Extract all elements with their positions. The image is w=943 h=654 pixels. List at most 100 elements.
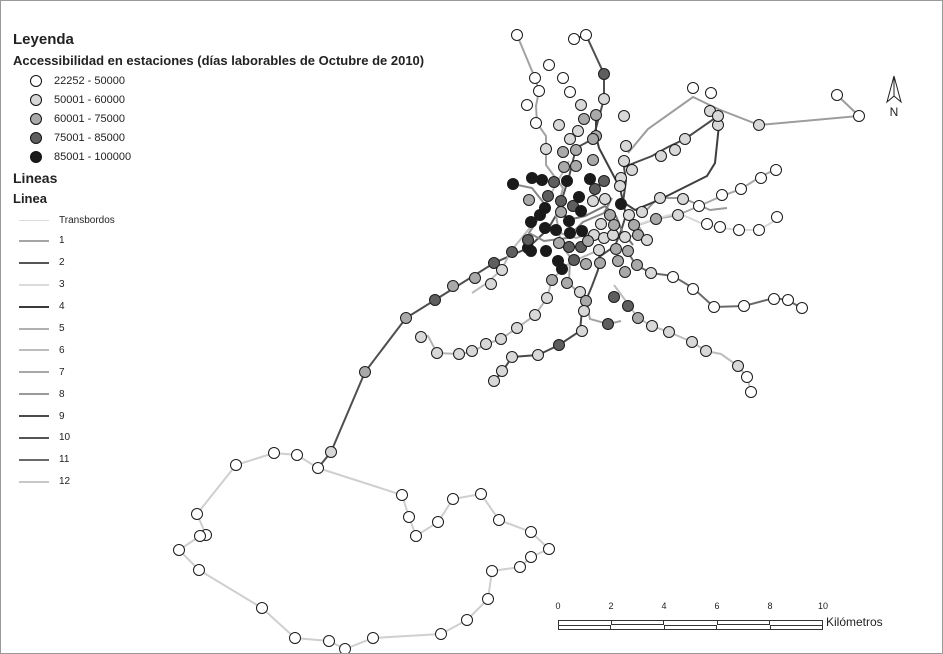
station-marker[interactable]: [598, 175, 610, 187]
station-marker[interactable]: [677, 193, 689, 205]
station-marker[interactable]: [614, 180, 626, 192]
station-marker[interactable]: [553, 119, 565, 131]
station-marker[interactable]: [480, 338, 492, 350]
station-marker[interactable]: [587, 133, 599, 145]
station-marker[interactable]: [574, 286, 586, 298]
station-marker[interactable]: [580, 29, 592, 41]
station-marker[interactable]: [578, 305, 590, 317]
station-marker[interactable]: [738, 300, 750, 312]
station-marker[interactable]: [193, 564, 205, 576]
station-marker[interactable]: [602, 318, 614, 330]
station-marker[interactable]: [753, 119, 765, 131]
station-marker[interactable]: [410, 530, 422, 542]
station-marker[interactable]: [506, 246, 518, 258]
station-marker[interactable]: [339, 643, 351, 654]
station-marker[interactable]: [539, 222, 551, 234]
station-marker[interactable]: [403, 511, 415, 523]
station-marker[interactable]: [529, 309, 541, 321]
station-marker[interactable]: [831, 89, 843, 101]
station-marker[interactable]: [496, 264, 508, 276]
station-marker[interactable]: [511, 29, 523, 41]
station-marker[interactable]: [447, 280, 459, 292]
station-marker[interactable]: [488, 375, 500, 387]
station-marker[interactable]: [539, 202, 551, 214]
station-marker[interactable]: [530, 117, 542, 129]
station-marker[interactable]: [488, 257, 500, 269]
station-marker[interactable]: [191, 508, 203, 520]
station-marker[interactable]: [622, 245, 634, 257]
station-marker[interactable]: [563, 215, 575, 227]
station-marker[interactable]: [687, 283, 699, 295]
station-marker[interactable]: [521, 99, 533, 111]
station-marker[interactable]: [568, 33, 580, 45]
station-marker[interactable]: [626, 164, 638, 176]
station-marker[interactable]: [608, 219, 620, 231]
station-marker[interactable]: [663, 326, 675, 338]
station-marker[interactable]: [576, 325, 588, 337]
station-marker[interactable]: [587, 154, 599, 166]
station-marker[interactable]: [599, 193, 611, 205]
station-marker[interactable]: [576, 225, 588, 237]
station-marker[interactable]: [256, 602, 268, 614]
station-marker[interactable]: [568, 254, 580, 266]
station-marker[interactable]: [570, 160, 582, 172]
station-marker[interactable]: [593, 244, 605, 256]
station-marker[interactable]: [555, 206, 567, 218]
station-marker[interactable]: [669, 144, 681, 156]
station-marker[interactable]: [289, 632, 301, 644]
station-marker[interactable]: [570, 144, 582, 156]
station-marker[interactable]: [312, 462, 324, 474]
station-marker[interactable]: [533, 85, 545, 97]
station-marker[interactable]: [525, 551, 537, 563]
station-marker[interactable]: [619, 266, 631, 278]
station-marker[interactable]: [853, 110, 865, 122]
station-marker[interactable]: [553, 339, 565, 351]
station-marker[interactable]: [618, 110, 630, 122]
station-marker[interactable]: [558, 161, 570, 173]
station-marker[interactable]: [506, 351, 518, 363]
station-marker[interactable]: [619, 231, 631, 243]
station-marker[interactable]: [511, 322, 523, 334]
station-marker[interactable]: [686, 336, 698, 348]
station-marker[interactable]: [557, 146, 569, 158]
station-marker[interactable]: [701, 218, 713, 230]
station-marker[interactable]: [667, 271, 679, 283]
station-marker[interactable]: [572, 125, 584, 137]
station-marker[interactable]: [550, 224, 562, 236]
station-marker[interactable]: [556, 263, 568, 275]
station-marker[interactable]: [525, 216, 537, 228]
station-marker[interactable]: [700, 345, 712, 357]
station-marker[interactable]: [587, 195, 599, 207]
station-marker[interactable]: [632, 312, 644, 324]
station-marker[interactable]: [540, 143, 552, 155]
station-marker[interactable]: [496, 365, 508, 377]
station-marker[interactable]: [580, 295, 592, 307]
station-marker[interactable]: [655, 150, 667, 162]
station-marker[interactable]: [400, 312, 412, 324]
station-marker[interactable]: [486, 565, 498, 577]
station-marker[interactable]: [396, 489, 408, 501]
station-marker[interactable]: [553, 237, 565, 249]
station-marker[interactable]: [482, 593, 494, 605]
station-marker[interactable]: [733, 224, 745, 236]
station-marker[interactable]: [367, 632, 379, 644]
station-marker[interactable]: [543, 59, 555, 71]
station-marker[interactable]: [431, 347, 443, 359]
station-marker[interactable]: [485, 278, 497, 290]
station-marker[interactable]: [604, 209, 616, 221]
station-marker[interactable]: [654, 192, 666, 204]
station-marker[interactable]: [548, 176, 560, 188]
station-marker[interactable]: [598, 68, 610, 80]
station-marker[interactable]: [741, 371, 753, 383]
station-marker[interactable]: [641, 234, 653, 246]
station-marker[interactable]: [650, 213, 662, 225]
station-marker[interactable]: [595, 218, 607, 230]
station-marker[interactable]: [557, 72, 569, 84]
station-marker[interactable]: [230, 459, 242, 471]
station-marker[interactable]: [578, 113, 590, 125]
station-marker[interactable]: [493, 514, 505, 526]
station-marker[interactable]: [590, 109, 602, 121]
station-marker[interactable]: [194, 530, 206, 542]
station-marker[interactable]: [693, 200, 705, 212]
